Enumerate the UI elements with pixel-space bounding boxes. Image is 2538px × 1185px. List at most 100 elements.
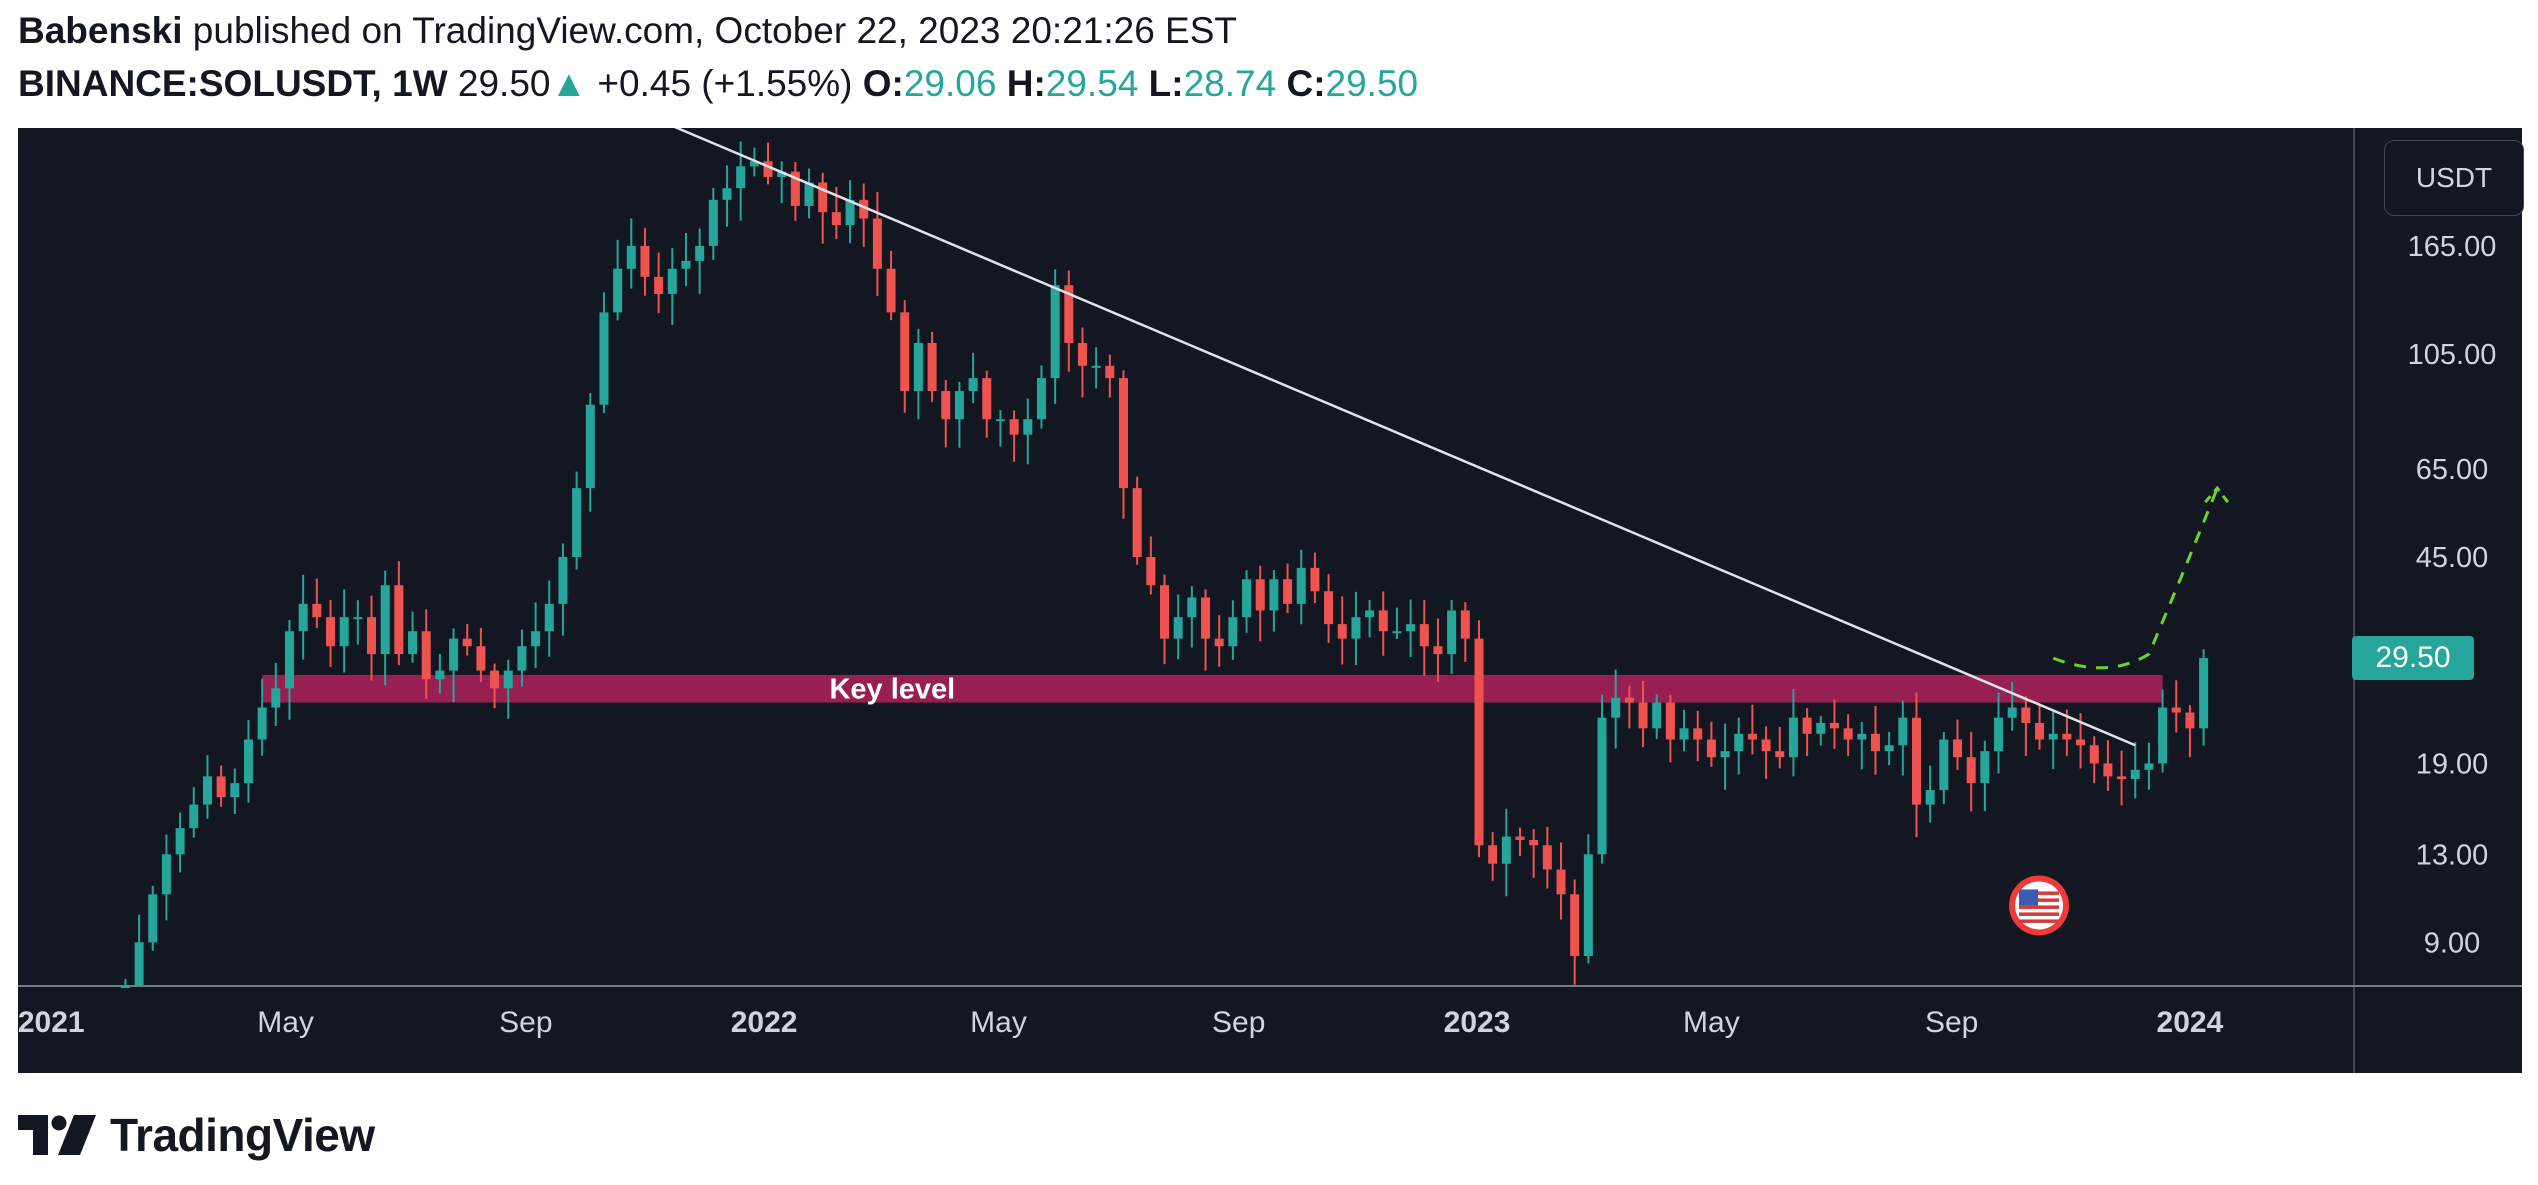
candle-body: [161, 854, 171, 895]
published-text: published on TradingView.com, October 22…: [192, 10, 1238, 51]
low-label: L:: [1148, 63, 1184, 104]
candle-body: [175, 828, 185, 855]
projection-path: [2052, 487, 2219, 670]
candle-body: [284, 631, 294, 689]
candle-body: [1173, 617, 1183, 639]
candle-body: [1994, 717, 2004, 752]
candle-body: [1898, 717, 1908, 746]
currency-unit-button[interactable]: USDT: [2384, 140, 2524, 216]
candle-body: [1378, 610, 1388, 632]
time-tick-label: 2024: [2157, 1006, 2224, 1039]
brand-name: TradingView: [110, 1109, 375, 1161]
price-tick-label: 65.00: [2416, 454, 2489, 486]
candle-body: [2117, 776, 2127, 780]
candle-body: [1583, 854, 1593, 957]
candle-body: [1474, 638, 1484, 846]
open-value: 29.06: [903, 63, 997, 104]
candle-body: [1720, 751, 1730, 758]
candle-body: [1829, 722, 1839, 729]
time-tick-label: May: [1683, 1006, 1740, 1039]
candle-body: [1296, 567, 1306, 604]
candle-body: [2171, 707, 2181, 713]
candle-body: [421, 631, 431, 680]
candle-body: [790, 171, 800, 206]
candle-body: [1036, 378, 1046, 420]
time-tick-label: 2021: [18, 1006, 85, 1039]
candle-body: [1310, 567, 1320, 592]
candle-body: [818, 182, 828, 213]
candle-body: [202, 776, 212, 805]
projection-arrowhead: [2204, 485, 2231, 506]
candle-body: [134, 942, 144, 986]
candle-body: [968, 378, 978, 392]
symbol-label: BINANCE:SOLUSDT, 1W: [18, 63, 448, 104]
candle-body: [585, 404, 595, 489]
candle-body: [681, 260, 691, 269]
candle-body: [326, 617, 336, 647]
tradingview-logo[interactable]: TradingView: [18, 1108, 375, 1162]
candle-body: [380, 585, 390, 655]
candle-body: [1556, 869, 1566, 895]
candle-body: [1269, 579, 1279, 611]
candle-body: [1433, 646, 1443, 655]
candle-body: [941, 391, 951, 420]
candle-body: [804, 182, 814, 206]
candle-body: [517, 646, 527, 671]
candle-body: [243, 739, 253, 784]
candle-body: [1816, 722, 1826, 734]
candle-body: [531, 631, 541, 647]
candle-body: [1761, 739, 1771, 752]
candle-body: [2007, 707, 2017, 718]
candle-body: [367, 617, 377, 655]
key-level-label: Key level: [829, 674, 955, 706]
candle-body: [148, 894, 158, 943]
low-value: 28.74: [1183, 63, 1277, 104]
candle-body: [1747, 733, 1757, 740]
close-label: C:: [1286, 63, 1326, 104]
candle-body: [544, 603, 554, 632]
candle-body: [1501, 836, 1511, 864]
candle-body: [2021, 707, 2031, 723]
time-tick-label: May: [257, 1006, 314, 1039]
candle-body: [572, 488, 582, 557]
candle-body: [708, 199, 718, 246]
candle-body: [640, 245, 650, 277]
candle-body: [1802, 717, 1812, 734]
candle-body: [490, 670, 500, 689]
candle-body: [1515, 836, 1525, 841]
candle-body: [1228, 617, 1238, 647]
candle-body: [120, 986, 130, 988]
candle-body: [1023, 419, 1033, 435]
candle-body: [763, 161, 773, 178]
candle-body: [394, 585, 404, 655]
author-name[interactable]: Babenski: [18, 10, 183, 51]
chart-panel[interactable]: Key level 9.00 13.00 19.00 45.00 65.00 105.00 1…: [18, 128, 2524, 1073]
price-tick-label: 13.00: [2416, 839, 2489, 871]
candle-body: [2144, 763, 2154, 770]
candle-body: [1857, 733, 1867, 740]
up-arrow-icon: ▲: [550, 63, 588, 104]
candle-body: [2035, 722, 2045, 740]
candle-body: [1050, 285, 1060, 379]
candle-body: [2048, 733, 2058, 740]
candle-body: [2062, 733, 2072, 740]
candle-body: [1966, 757, 1976, 784]
candle-body: [749, 161, 759, 167]
candle-body: [654, 276, 664, 294]
chart-canvas[interactable]: Key level 9.00 13.00 19.00 45.00 65.00 105.00 1…: [18, 128, 2522, 1073]
candle-body: [449, 638, 459, 671]
candle-body: [722, 188, 732, 200]
candle-body: [1337, 624, 1347, 639]
candle-body: [1939, 739, 1949, 791]
candle-body: [1638, 702, 1648, 729]
candle-body: [1105, 365, 1115, 379]
time-tick-label: Sep: [1212, 1006, 1265, 1039]
close-value: 29.50: [1325, 63, 1419, 104]
candle-body: [1132, 488, 1142, 557]
candle-body: [1665, 702, 1675, 740]
current-price-badge: 29.50: [2352, 636, 2474, 681]
price-tick-label: 9.00: [2424, 927, 2480, 959]
publication-header: Babenski published on TradingView.com, O…: [18, 10, 1237, 52]
candle-body: [298, 603, 308, 632]
candle-body: [845, 199, 855, 226]
